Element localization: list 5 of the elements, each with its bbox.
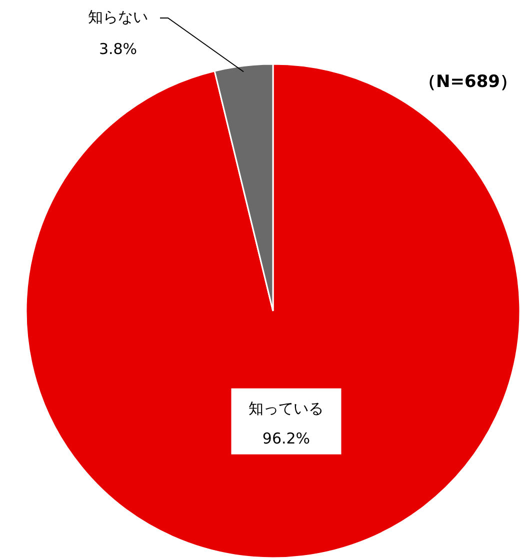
slice-label: 知らない <box>88 8 148 26</box>
slice-label: 知っている <box>248 399 324 418</box>
text: （N=689） <box>419 72 517 92</box>
data-label: 3.8% <box>98 40 138 58</box>
data-label: 96.2% <box>262 429 310 448</box>
